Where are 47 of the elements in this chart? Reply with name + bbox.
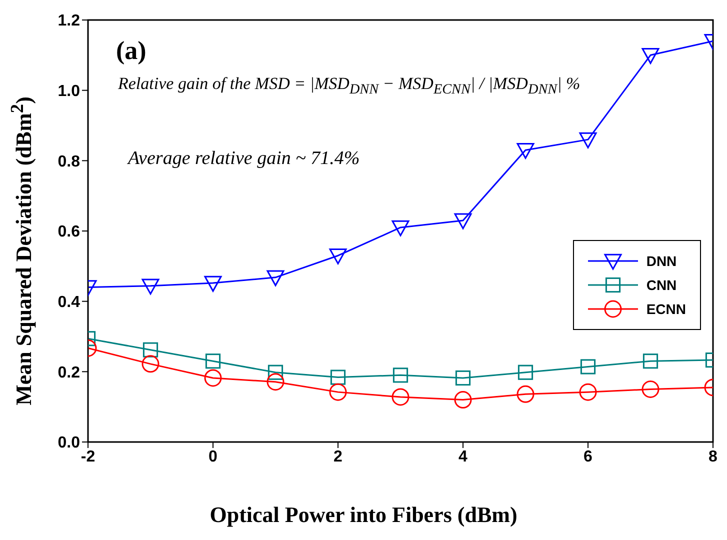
point	[204, 276, 222, 292]
point	[142, 355, 160, 373]
point	[392, 220, 410, 236]
legend-label: ECNN	[646, 301, 686, 317]
legend-label: CNN	[646, 277, 677, 293]
y-tick-label: 1.0	[58, 83, 80, 100]
point	[266, 270, 284, 286]
point	[642, 380, 660, 398]
x-tick-label: 2	[334, 448, 343, 466]
point	[579, 383, 597, 401]
point	[266, 373, 284, 391]
y-tick-label: 0.2	[58, 364, 80, 382]
y-tick-label: 0.6	[58, 224, 80, 241]
y-tick-label: 0.4	[58, 294, 80, 312]
point	[330, 370, 346, 385]
point	[392, 368, 408, 383]
x-tick-label: 4	[458, 448, 468, 466]
legend-label: DNN	[646, 253, 677, 269]
point	[516, 385, 534, 403]
point	[580, 359, 596, 374]
point	[642, 48, 660, 64]
point	[142, 342, 158, 358]
x-tick-label: 8	[708, 448, 718, 466]
annotation: Average relative gain ~ 71.4%	[128, 148, 360, 170]
point	[642, 354, 658, 369]
point	[205, 354, 221, 369]
x-tick-label: 6	[584, 448, 593, 466]
point	[518, 364, 534, 380]
point	[579, 132, 597, 148]
annotation: Relative gain of the MSD = |MSD$_{DNN}$ − MSD$_{ECNN}$| / |MSD$_{DNN}$| %	[118, 74, 580, 98]
point	[455, 370, 471, 386]
x-tick-label: 0	[208, 448, 218, 466]
y-tick-label: 0.0	[58, 434, 80, 452]
point	[392, 388, 410, 406]
point	[268, 364, 284, 380]
y-tick-label: 1.2	[58, 12, 80, 30]
x-axis-title: Optical Power into Fibers (dBm)	[208, 502, 518, 528]
x-tick-label: -2	[80, 448, 96, 466]
annotation: (a)	[116, 36, 146, 66]
point	[329, 383, 347, 401]
point	[204, 369, 222, 387]
point	[454, 213, 472, 230]
point	[454, 391, 472, 409]
point	[142, 278, 160, 295]
point	[516, 142, 534, 159]
point	[329, 248, 347, 264]
y-tick-label: 0.8	[58, 153, 80, 170]
